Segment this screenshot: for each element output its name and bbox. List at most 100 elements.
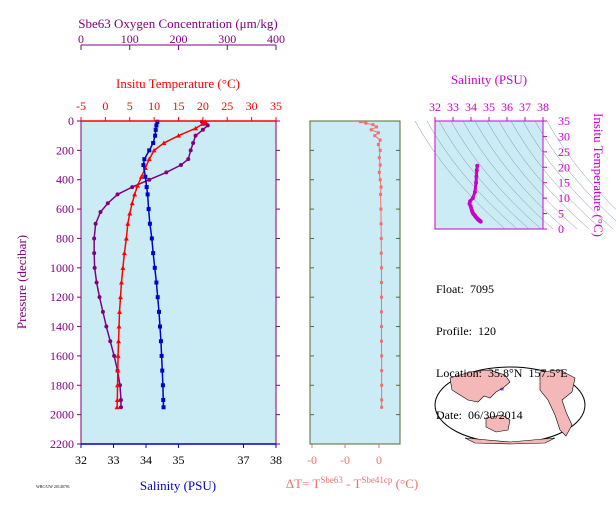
world-map: * <box>434 366 586 445</box>
salinity-marker <box>158 339 163 344</box>
temperature-tick-label: 10 <box>148 99 160 113</box>
salinity-marker <box>154 280 159 285</box>
ts-ytick-label: 10 <box>558 191 570 205</box>
oxygen-marker <box>178 163 183 168</box>
ts-xtick-label: 34 <box>465 100 477 114</box>
temperature-marker <box>115 353 121 358</box>
oxygen-marker <box>147 177 152 182</box>
salinity-marker <box>152 265 157 270</box>
oxygen-tick-label: 0 <box>78 32 84 46</box>
delta-t-marker <box>377 156 381 160</box>
density-contour <box>486 120 578 230</box>
salinity-axis: 32 33 34 35 37 38 <box>75 443 282 467</box>
temperature-tick-label: 20 <box>197 99 209 113</box>
salinity-tick-label: 38 <box>270 453 282 467</box>
delta-t-marker <box>378 138 382 142</box>
footer-small-text: WRC/UW 20140701 <box>36 484 70 489</box>
delta-t-marker <box>376 131 380 135</box>
density-contour <box>414 120 506 230</box>
delta-t-marker <box>379 339 383 343</box>
temperature-tick-label: 15 <box>173 99 185 113</box>
salinity-marker <box>153 133 158 138</box>
ts-xtick-label: 36 <box>501 100 513 114</box>
temperature-marker <box>151 147 157 153</box>
delta-t-marker <box>379 325 383 329</box>
temperature-axis-label: Insitu Temperature (°C) <box>116 76 240 91</box>
salinity-marker <box>160 383 165 388</box>
delta-t-marker <box>379 192 383 196</box>
float-info: Float: 7095 Profile: 120 Location: 35.8°… <box>436 254 568 436</box>
oxygen-marker <box>92 265 97 270</box>
delta-t-marker <box>379 236 383 240</box>
pressure-tick-label: 1000 <box>50 261 74 275</box>
temperature-marker <box>161 140 167 146</box>
oxygen-marker <box>97 295 102 300</box>
oxygen-marker <box>108 339 113 344</box>
salinity-marker <box>149 236 154 241</box>
delta-t-marker <box>379 207 383 211</box>
delta-t-marker <box>380 369 384 373</box>
density-contour <box>522 120 614 230</box>
oxygen-marker <box>115 192 120 197</box>
temperature-tick-label: 25 <box>221 99 233 113</box>
pressure-axis: 0 200 400 600 800 1000 1200 1400 1600 1800 2000 220… <box>50 114 280 451</box>
float-id: Float: 7095 <box>436 282 495 296</box>
delta-t-marker <box>380 354 384 358</box>
temperature-marker <box>114 404 120 410</box>
ts-xtick-label: 35 <box>483 100 495 114</box>
oxygen-marker <box>92 236 97 241</box>
density-contour <box>474 120 566 230</box>
delta-t-marker <box>379 295 383 299</box>
temperature-marker <box>115 368 121 373</box>
temperature-tick-label: 30 <box>246 99 258 113</box>
ts-marker <box>478 219 483 224</box>
salinity-marker <box>159 353 164 358</box>
temperature-marker <box>132 191 138 197</box>
ts-marker <box>475 163 480 168</box>
salinity-marker <box>147 221 152 226</box>
delta-t-marker <box>379 266 383 270</box>
oxygen-marker <box>200 127 205 132</box>
salinity-marker <box>151 251 156 256</box>
ts-ytick-label: 35 <box>558 114 570 128</box>
temperature-marker <box>146 156 152 162</box>
salinity-marker <box>160 368 165 373</box>
temperature-marker <box>118 280 124 285</box>
temperature-tick-label: -5 <box>76 99 86 113</box>
oxygen-marker <box>186 157 191 162</box>
density-contour <box>462 120 554 230</box>
density-contour <box>546 120 616 210</box>
oxygen-marker <box>188 148 193 153</box>
pressure-tick-label: 800 <box>56 231 74 245</box>
oxygen-marker <box>193 133 198 138</box>
oxygen-tick-label: 100 <box>121 32 139 46</box>
date: Date: 06/30/2014 <box>436 408 523 422</box>
delta-t-marker <box>380 398 384 402</box>
ts-xtick-label: 37 <box>519 100 531 114</box>
temperature-marker <box>123 235 129 241</box>
ts-marker <box>474 180 479 185</box>
oxygen-marker <box>164 170 169 175</box>
oxygen-marker <box>92 251 97 256</box>
oxygen-marker <box>118 405 123 410</box>
temperature-marker <box>120 265 126 270</box>
oxygen-marker <box>93 221 98 226</box>
delta-t-marker <box>378 163 382 167</box>
temperature-marker <box>138 174 144 179</box>
temperature-marker <box>117 294 123 300</box>
map-land-asia <box>449 369 511 403</box>
temperature-tick-label: 0 <box>102 99 108 113</box>
temperature-marker <box>121 250 127 256</box>
oxygen-marker <box>104 324 109 329</box>
delta-t-plot-area <box>309 120 401 445</box>
oxygen-marker <box>100 309 105 314</box>
ts-xtick-label: 32 <box>429 100 441 114</box>
delta-t-marker <box>378 178 382 182</box>
pressure-tick-label: 2200 <box>50 437 74 451</box>
ts-temperature-label: Insitu Temperature (°C) <box>591 113 606 237</box>
delta-t-marker <box>371 123 375 127</box>
delta-t-tick-label: 0 <box>376 453 382 467</box>
salinity-tick-label: 34 <box>140 453 152 467</box>
delta-t-tick-label: -0 <box>340 453 350 467</box>
oxygen-marker <box>94 280 99 285</box>
